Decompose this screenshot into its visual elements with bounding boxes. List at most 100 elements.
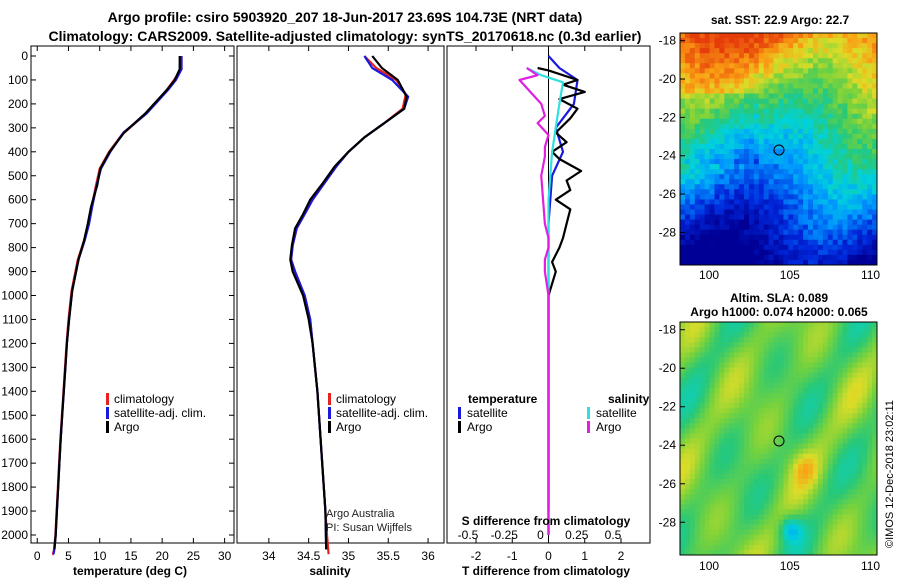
sst-cell — [680, 219, 686, 226]
sst-cell — [763, 108, 770, 115]
title-line-1: Argo profile: csiro 5903920_207 18-Jun-2… — [108, 9, 583, 25]
sst-cell — [798, 204, 804, 210]
sst-cell — [803, 214, 809, 221]
depth-tick-label: 400 — [8, 145, 28, 159]
sla-cell — [768, 387, 774, 394]
sst-cell — [867, 93, 873, 99]
sst-cell — [822, 194, 829, 200]
sst-cell — [847, 199, 853, 205]
sst-cell — [867, 189, 873, 195]
sst-cell — [763, 98, 770, 105]
sla-cell — [857, 524, 863, 531]
sla-cell — [827, 473, 834, 480]
sst-cell — [822, 68, 829, 74]
sla-cell — [753, 423, 760, 429]
sst-cell — [768, 204, 774, 210]
sst-cell — [798, 68, 804, 74]
sla-cell — [714, 544, 720, 551]
sla-cell — [753, 519, 760, 526]
sla-cell — [758, 453, 765, 460]
sla-cell — [719, 408, 725, 414]
sla-cell — [867, 372, 873, 379]
sst-cell — [808, 184, 814, 190]
sla-cell — [739, 443, 745, 450]
sla-cell — [847, 494, 853, 500]
sst-cell — [808, 254, 814, 261]
sla-cell — [699, 382, 706, 389]
sst-cell — [778, 108, 784, 115]
sst-cell — [808, 88, 814, 94]
sst-cell — [788, 149, 794, 155]
sst-cell — [778, 169, 784, 175]
sla-cell — [798, 468, 804, 475]
sla-cell — [744, 463, 750, 470]
sla-cell — [714, 327, 720, 333]
sst-cell — [739, 53, 745, 59]
sst-cell — [852, 184, 858, 190]
sst-cell — [748, 113, 755, 120]
sla-cell — [793, 458, 799, 465]
sst-cell — [758, 43, 765, 49]
sst-cell — [714, 93, 720, 99]
sla-cell — [694, 377, 701, 384]
sst-cell — [744, 33, 750, 39]
sst-cell — [763, 103, 770, 110]
sst-cell — [739, 78, 745, 84]
sst-cell — [788, 254, 794, 261]
sst-cell — [827, 179, 834, 185]
sst-cell — [689, 229, 696, 236]
sla-cell — [680, 362, 686, 368]
sst-cell — [803, 73, 809, 79]
sla-cell — [793, 514, 799, 520]
sst-cell — [808, 169, 814, 175]
sla-cell — [872, 337, 878, 343]
sla-cell — [719, 392, 725, 399]
sla-cell — [768, 362, 774, 368]
sst-cell — [709, 159, 715, 165]
sla-cell — [812, 519, 819, 526]
sla-cell — [753, 392, 760, 399]
sla-cell — [729, 367, 735, 374]
depth-tick-label: 600 — [8, 193, 28, 207]
sla-cell — [798, 377, 804, 384]
sla-cell — [704, 544, 710, 551]
sla-cell — [689, 403, 696, 409]
sst-cell — [724, 118, 730, 125]
sst-cell — [793, 83, 799, 89]
sla-cell — [758, 463, 765, 470]
sst-cell — [773, 239, 779, 246]
sst-cell — [694, 138, 701, 145]
sla-cell — [822, 468, 829, 475]
sst-cell — [837, 234, 843, 241]
sst-cell — [709, 33, 715, 39]
sst-cell — [689, 209, 696, 215]
sst-cell — [753, 184, 760, 190]
sst-cell — [857, 259, 863, 266]
sla-cell — [729, 332, 735, 338]
sst-cell — [773, 204, 779, 210]
sst-cell — [862, 254, 868, 261]
sla-cell — [842, 463, 848, 470]
sla-cell — [872, 509, 878, 515]
sla-cell — [763, 494, 770, 500]
sst-cell — [758, 234, 765, 241]
sst-cell — [719, 259, 725, 266]
sst-cell — [768, 93, 774, 99]
sla-cell — [798, 418, 804, 424]
sla-cell — [709, 544, 715, 551]
sla-cell — [719, 418, 725, 424]
sst-cell — [699, 143, 706, 150]
sst-cell — [689, 113, 696, 120]
sla-cell — [803, 408, 809, 414]
sla-cell — [798, 514, 804, 520]
sla-cell — [753, 453, 760, 460]
sla-cell — [788, 428, 794, 434]
sst-cell — [837, 204, 843, 210]
sla-cell — [748, 413, 755, 419]
sst-cell — [788, 128, 794, 135]
sst-cell — [704, 184, 710, 190]
sst-cell — [689, 138, 696, 145]
sla-cell — [862, 499, 868, 505]
sla-cell — [798, 382, 804, 389]
